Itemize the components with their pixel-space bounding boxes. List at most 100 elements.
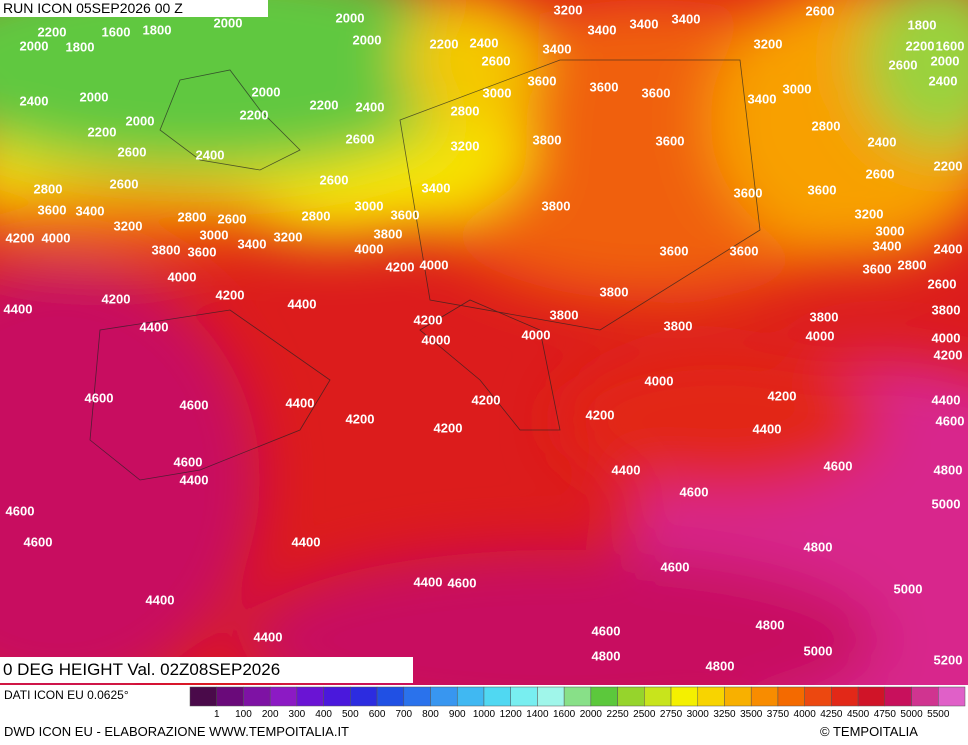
contour-label: 3200 — [274, 229, 303, 244]
contour-label: 3200 — [754, 36, 783, 51]
contour-label: 4800 — [934, 462, 963, 477]
legend-label: 1200 — [500, 709, 523, 720]
legend-label: 4500 — [847, 709, 870, 720]
contour-label: 2000 — [336, 10, 365, 25]
contour-label: 4200 — [386, 259, 415, 274]
contour-label: 2800 — [178, 209, 207, 224]
legend-swatch — [350, 686, 378, 707]
contour-label: 1600 — [936, 38, 965, 53]
legend-swatch — [403, 686, 431, 707]
legend-swatch — [323, 686, 351, 707]
legend-label: 500 — [342, 709, 359, 720]
contour-label: 3800 — [600, 284, 629, 299]
contour-label: 4600 — [174, 454, 203, 469]
legend-label: 1400 — [526, 709, 549, 720]
contour-label: 3400 — [672, 11, 701, 26]
legend-swatch — [938, 686, 966, 707]
contour-label: 4200 — [346, 411, 375, 426]
contour-label: 2200 — [38, 24, 67, 39]
contour-label: 2000 — [80, 89, 109, 104]
contour-label: 2600 — [118, 144, 147, 159]
contour-label: 3200 — [855, 206, 884, 221]
contour-label: 2800 — [302, 208, 331, 223]
contour-label: 2600 — [482, 53, 511, 68]
contour-label: 2600 — [866, 166, 895, 181]
legend-swatch — [777, 686, 805, 707]
contour-label: 2800 — [451, 103, 480, 118]
contour-label: 3600 — [391, 207, 420, 222]
contour-label: 4400 — [753, 421, 782, 436]
contour-label: 2600 — [346, 131, 375, 146]
legend-label: 600 — [369, 709, 386, 720]
contour-label: 1800 — [143, 22, 172, 37]
contour-label: 3800 — [550, 307, 579, 322]
legend-swatch — [269, 686, 298, 707]
legend-label: 400 — [315, 709, 332, 720]
legend-label: 100 — [235, 709, 252, 720]
contour-label: 2200 — [430, 36, 459, 51]
legend-swatch — [430, 686, 458, 707]
contour-label: 3800 — [810, 309, 839, 324]
contour-label: 3600 — [528, 73, 557, 88]
contour-label: 5000 — [804, 643, 833, 658]
contour-label: 3800 — [932, 302, 961, 317]
legend-swatch — [724, 686, 752, 707]
contour-label: 3800 — [533, 132, 562, 147]
contour-label: 4400 — [612, 462, 641, 477]
legend-swatch — [590, 686, 618, 707]
contour-label: 4400 — [4, 301, 33, 316]
contour-label: 4000 — [645, 373, 674, 388]
contour-label: 4400 — [414, 574, 443, 589]
legend-swatch — [857, 686, 886, 707]
legend-swatch — [376, 686, 405, 707]
contour-label: 4400 — [140, 319, 169, 334]
contour-label: 3600 — [590, 79, 619, 94]
contour-label: 3400 — [748, 91, 777, 106]
legend-swatch — [243, 686, 271, 707]
contour-label: 2800 — [898, 257, 927, 272]
contour-label: 3200 — [114, 218, 143, 233]
contour-label: 3000 — [783, 81, 812, 96]
contour-label: 1800 — [908, 17, 937, 32]
contour-label: 2600 — [806, 3, 835, 18]
contour-label: 3600 — [730, 243, 759, 258]
contour-label: 4000 — [806, 328, 835, 343]
contour-label: 4000 — [168, 269, 197, 284]
legend-label: 1 — [214, 709, 220, 720]
legend-label: 5500 — [927, 709, 950, 720]
contour-label: 4000 — [355, 241, 384, 256]
contour-label: 3600 — [656, 133, 685, 148]
legend-label: 4750 — [874, 709, 897, 720]
legend-swatch — [537, 686, 565, 707]
contour-label: 2000 — [931, 53, 960, 68]
contour-label: 4200 — [414, 312, 443, 327]
contour-label: 3000 — [355, 198, 384, 213]
contour-label: 4600 — [592, 623, 621, 638]
legend-swatch — [296, 686, 324, 707]
contour-label: 3200 — [554, 2, 583, 17]
legend-swatch — [189, 686, 217, 707]
contour-label: 4200 — [434, 420, 463, 435]
contour-label: 4400 — [146, 592, 175, 607]
legend-swatch — [804, 686, 832, 707]
contour-label: 2800 — [34, 181, 63, 196]
contour-label: 1600 — [102, 24, 131, 39]
contour-label: 3600 — [642, 85, 671, 100]
contour-label: 2600 — [928, 276, 957, 291]
contour-label: 3400 — [238, 236, 267, 251]
contour-label: 4400 — [180, 472, 209, 487]
contour-label: 4800 — [706, 658, 735, 673]
contour-label: 3400 — [422, 180, 451, 195]
contour-label: 2600 — [110, 176, 139, 191]
credits: DWD ICON EU - ELABORAZIONE WWW.TEMPOITAL… — [4, 724, 349, 739]
contour-label: 3600 — [734, 185, 763, 200]
contour-label: 3600 — [188, 244, 217, 259]
contour-label: 3400 — [588, 22, 617, 37]
legend-label: 3750 — [767, 709, 790, 720]
contour-label: 5000 — [932, 496, 961, 511]
contour-label: 4200 — [102, 291, 131, 306]
contour-label: 3400 — [873, 238, 902, 253]
legend-label: 2500 — [633, 709, 656, 720]
contour-label: 4200 — [216, 287, 245, 302]
legend-label: 4250 — [820, 709, 843, 720]
